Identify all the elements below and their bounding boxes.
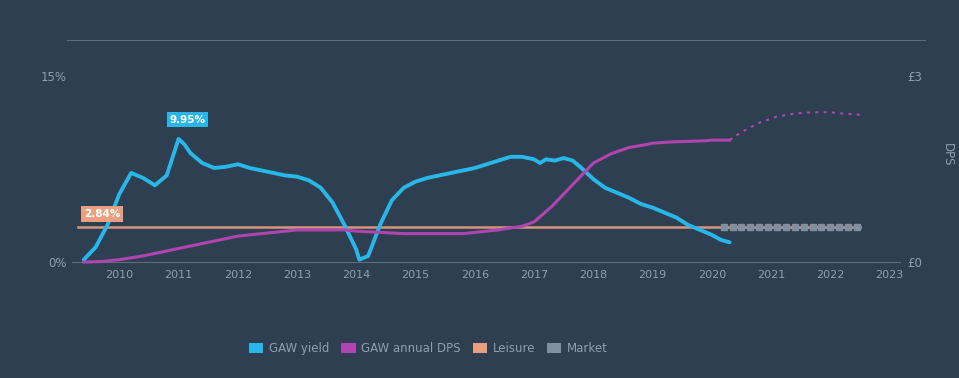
Legend: GAW yield, GAW annual DPS, Leisure, Market: GAW yield, GAW annual DPS, Leisure, Mark… [245,337,613,359]
Text: 2.84%: 2.84% [83,209,120,219]
Text: 9.95%: 9.95% [170,115,205,125]
Y-axis label: DPS: DPS [942,143,954,167]
